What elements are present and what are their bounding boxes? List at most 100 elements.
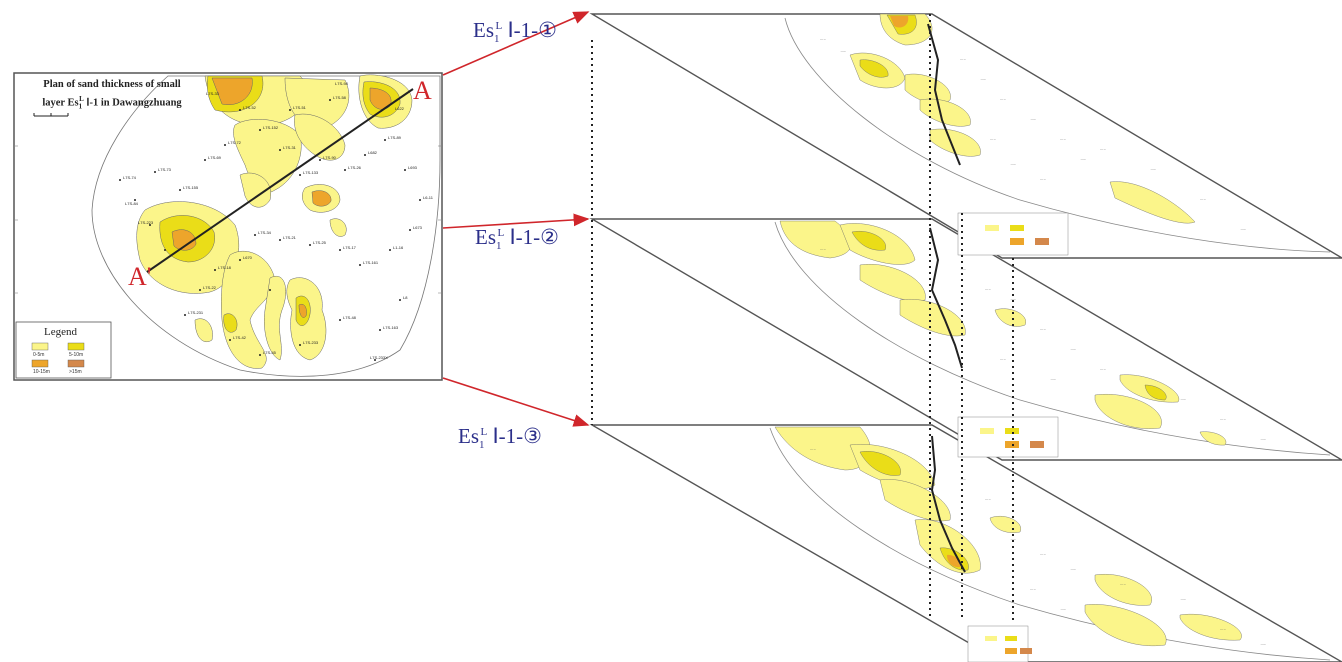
svg-text:—·~: —·~ (960, 57, 966, 61)
sand-bodies (136, 74, 413, 369)
svg-text:·—~: ·—~ (1010, 537, 1016, 541)
svg-text:L670: L670 (243, 255, 253, 260)
svg-text:·—~: ·—~ (1080, 157, 1086, 161)
svg-text:·—~: ·—~ (1070, 567, 1076, 571)
svg-text:L6-11: L6-11 (423, 195, 434, 200)
svg-text:·—~: ·—~ (1070, 347, 1076, 351)
scale-bar (33, 113, 69, 117)
svg-text:L7S-73: L7S-73 (158, 167, 172, 172)
svg-text:L682: L682 (368, 150, 378, 155)
layer-1-plane: —·~·—~—·~ ·—~—·~·—~ —·~·—~—·~ ·—~—·~·—~ … (589, 13, 1342, 259)
svg-text:L7S-233: L7S-233 (303, 340, 319, 345)
svg-text:—·~: —·~ (990, 137, 996, 141)
svg-text:L7S-89: L7S-89 (388, 135, 402, 140)
layer-3-plane: —·~ ·—~ —·~ ·—~ —·~ ·—~ —·~ ·—~ —·~ ·—~ —·~ ·—~ (589, 416, 1342, 662)
legend-title: Legend (44, 326, 77, 338)
svg-text:—·~: —·~ (1000, 357, 1006, 361)
legend-label-15plus: >15m (69, 369, 82, 375)
svg-text:L7S-84: L7S-84 (125, 201, 139, 206)
section-line (146, 88, 414, 273)
svg-text:·—~: ·—~ (1180, 397, 1186, 401)
svg-text:L7S-42: L7S-42 (233, 335, 247, 340)
svg-text:L7S-22: L7S-22 (203, 285, 217, 290)
legend-label-0-5: 0-5m (33, 352, 45, 358)
svg-text:L7S-52: L7S-52 (243, 105, 257, 110)
svg-text:—·~: —·~ (810, 447, 816, 451)
svg-text:—·~: —·~ (1040, 327, 1046, 331)
svg-text:—·~: —·~ (1200, 197, 1206, 201)
well-points (119, 99, 421, 361)
layer-label-3: Es1L Ⅰ-1-③ (458, 424, 542, 452)
svg-text:L7S-51: L7S-51 (293, 105, 307, 110)
legend-label-5-10: 5-10m (69, 352, 84, 358)
legend-swatch-5-10 (67, 342, 85, 351)
svg-text:L7S-223: L7S-223 (138, 220, 154, 225)
svg-text:L7S-26: L7S-26 (348, 165, 362, 170)
svg-text:L622: L622 (395, 106, 405, 111)
svg-text:L7S-33: L7S-33 (206, 91, 220, 96)
svg-text:L8: L8 (403, 295, 408, 300)
svg-text:—·~: —·~ (1220, 417, 1226, 421)
svg-text:L7S-21: L7S-21 (283, 235, 297, 240)
svg-text:L7S-152: L7S-152 (263, 125, 279, 130)
projection-lines (591, 14, 1014, 620)
section-label-a: A (413, 76, 432, 105)
svg-text:·—~: ·—~ (1240, 227, 1246, 231)
svg-text:—·~: —·~ (985, 497, 991, 501)
svg-text:·—~: ·—~ (1150, 167, 1156, 171)
well-labels: L7S-74 L7S-73 L7S-155 L7S-69 L7S-72 L7S-152… (123, 81, 434, 360)
map-title: Plan of sand thickness of small layer Es… (22, 78, 202, 114)
map-title-line1: Plan of sand thickness of small (43, 79, 181, 90)
layer-2-plane: —·~ ·—~ —·~ ·—~ —·~ ·—~ —·~ ·—~ —·~ ·—~ —·~ ·—~ (589, 212, 1342, 461)
legend-swatch-15plus (67, 359, 85, 368)
svg-text:L7S-90: L7S-90 (323, 155, 337, 160)
svg-text:L7S-18: L7S-18 (218, 265, 232, 270)
section-label-a-prime: A' (128, 262, 152, 291)
svg-text:·—~: ·—~ (1010, 297, 1016, 301)
svg-text:—·~: —·~ (1060, 137, 1066, 141)
legend-label-10-15: 10-15m (33, 369, 50, 375)
svg-text:·—~: ·—~ (1030, 117, 1036, 121)
svg-text:·—~: ·—~ (1260, 437, 1266, 441)
svg-text:L1-16: L1-16 (393, 245, 404, 250)
svg-text:—·~: —·~ (1120, 582, 1126, 586)
legend-swatch-10-15 (31, 359, 49, 368)
svg-text:·—~: ·—~ (1050, 377, 1056, 381)
svg-text:—·~: —·~ (1100, 367, 1106, 371)
svg-text:·—~: ·—~ (1180, 597, 1186, 601)
layer-label-1: Es1L Ⅰ-1-① (473, 18, 557, 46)
svg-text:L7S-48: L7S-48 (343, 315, 357, 320)
legend-swatch-0-5 (31, 342, 49, 351)
svg-text:L7S-231: L7S-231 (188, 310, 204, 315)
svg-text:L7S-74: L7S-74 (123, 175, 137, 180)
svg-text:L673: L673 (413, 225, 423, 230)
area-boundary (91, 75, 441, 377)
svg-text:L7S-133: L7S-133 (303, 170, 319, 175)
svg-text:—·~: —·~ (985, 287, 991, 291)
layer-label-2: Es1L Ⅰ-1-② (475, 225, 559, 253)
svg-text:—·~: —·~ (1040, 177, 1046, 181)
svg-text:L7S-69: L7S-69 (208, 155, 222, 160)
svg-text:L7S-94: L7S-94 (335, 81, 349, 86)
svg-text:·—~: ·—~ (1060, 607, 1066, 611)
svg-text:—·~: —·~ (1030, 587, 1036, 591)
svg-text:—·~: —·~ (1220, 627, 1226, 631)
svg-text:—·~: —·~ (820, 37, 826, 41)
svg-text:·—~: ·—~ (1010, 162, 1016, 166)
svg-text:L7S-25: L7S-25 (313, 240, 327, 245)
svg-text:—·~: —·~ (1100, 147, 1106, 151)
svg-text:L7S-161: L7S-161 (363, 260, 379, 265)
svg-text:L7S-58: L7S-58 (333, 95, 347, 100)
svg-text:L7S-72: L7S-72 (228, 140, 242, 145)
svg-text:—·~: —·~ (1000, 97, 1006, 101)
svg-text:L7S-45: L7S-45 (263, 350, 277, 355)
sand-thickness-map: L7S-74 L7S-73 L7S-155 L7S-69 L7S-72 L7S-152… (13, 72, 443, 381)
svg-text:—·~: —·~ (820, 247, 826, 251)
svg-text:·—~: ·—~ (980, 77, 986, 81)
arrows (442, 11, 590, 427)
svg-text:L693: L693 (408, 165, 418, 170)
svg-text:L7S-163: L7S-163 (383, 325, 399, 330)
svg-text:L7S-34: L7S-34 (258, 230, 272, 235)
svg-text:L7S-233X: L7S-233X (370, 355, 388, 360)
svg-text:L7S-31: L7S-31 (283, 145, 297, 150)
